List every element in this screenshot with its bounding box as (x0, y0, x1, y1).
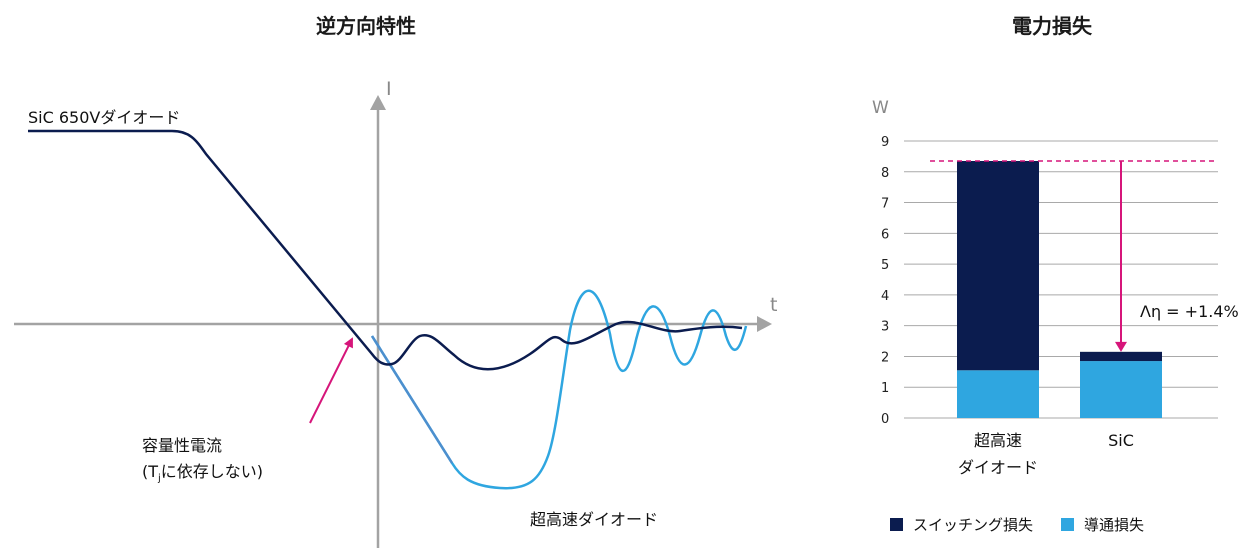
category-label: SiC (1108, 431, 1134, 450)
legend-label-switching: スイッチング損失 (913, 516, 1034, 534)
sic-curve-label: SiC 650Vダイオード (28, 108, 181, 127)
y-tick-label: 1 (881, 381, 889, 396)
annotation-line-2: (Tjに依存しない) (142, 462, 264, 485)
fast-diode-curve (370, 289, 748, 490)
y-tick-label: 6 (881, 227, 889, 242)
capacitive-current-arrow (309, 337, 353, 424)
y-axis-arrowhead (370, 95, 386, 110)
annotation-line-1: 容量性電流 (142, 436, 223, 455)
y-tick-label: 3 (881, 320, 889, 335)
legend: スイッチング損失 導通損失 (890, 514, 1144, 535)
legend-swatch-conduction (1061, 518, 1075, 531)
reverse-characteristic-plot (14, 95, 772, 548)
improvement-arrowhead (1115, 341, 1127, 352)
y-tick-label: 7 (881, 197, 889, 212)
y-tick-label: 9 (881, 135, 889, 150)
y-unit-label: W (872, 98, 889, 118)
y-tick-label: 2 (881, 350, 889, 365)
y-tick-label: 5 (881, 258, 889, 273)
sic-diode-curve (28, 129, 743, 371)
legend-label-conduction: 導通損失 (1084, 516, 1145, 534)
bar-segment (1080, 361, 1162, 418)
legend-swatch-switching (890, 518, 903, 531)
right-chart-title: 電力損失 (1012, 14, 1092, 38)
category-label-line2: ダイオード (958, 458, 1038, 477)
y-tick-label: 0 (881, 412, 889, 427)
x-axis-arrowhead (757, 316, 772, 332)
y-tick-label: 4 (881, 289, 889, 304)
bar-segment (1080, 351, 1162, 362)
improvement-label: Λη = +1.4% (1140, 302, 1239, 321)
category-label: 超高速 (974, 431, 1022, 450)
y-tick-label: 8 (881, 166, 889, 181)
bar-segment (957, 161, 1039, 371)
left-chart-title: 逆方向特性 (316, 14, 416, 38)
bar-segment (957, 370, 1039, 418)
fast-curve-label: 超高速ダイオード (530, 510, 659, 529)
y-axis-label: I (386, 78, 392, 100)
x-axis-label: t (770, 294, 778, 316)
